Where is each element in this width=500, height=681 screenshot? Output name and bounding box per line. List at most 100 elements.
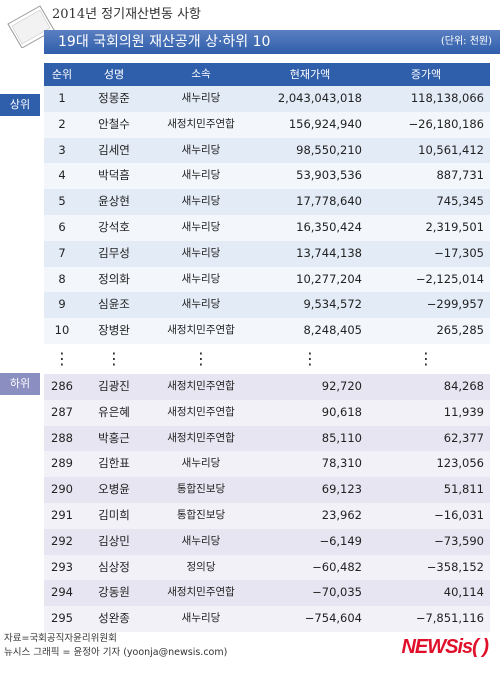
cell-change: 62,377 (443, 430, 484, 445)
cell-change: 51,811 (443, 482, 484, 497)
cell-change: 84,268 (443, 378, 484, 393)
cell-name: 김광진 (98, 378, 130, 393)
table-row: 295 성완종 새누리당 −754,604 −7,851,116 (44, 606, 490, 632)
cell-change: −2,125,014 (415, 271, 484, 286)
table-row: 6 강석호 새누리당 16,350,424 2,319,501 (44, 214, 490, 241)
cell-change: 11,939 (443, 404, 484, 419)
cell-name: 김세연 (98, 142, 130, 157)
table-header: 순위 성명 소속 현재가액 증가액 (44, 63, 490, 86)
cell-rank: 294 (51, 585, 73, 600)
source-note: 자료=국회공직자윤리위원회 (4, 633, 117, 644)
cell-change: −358,152 (426, 559, 484, 574)
cell-party: 새정치민주연합 (167, 117, 235, 130)
cell-change: −7,851,116 (415, 611, 484, 626)
cell-change: 118,138,066 (410, 91, 484, 105)
ellipsis-mark: ⋮ (302, 348, 318, 368)
cell-rank: 293 (51, 559, 73, 574)
cell-rank: 1 (58, 91, 66, 105)
upper-section-badge: 상위 (0, 94, 40, 116)
cell-name: 심상정 (98, 559, 130, 574)
cell-change: −299,957 (426, 297, 484, 312)
cell-asset: 53,903,536 (296, 168, 362, 183)
column-header-name: 성명 (103, 68, 125, 81)
table-row: 1 정몽준 새누리당 2,043,043,018 118,138,066 (44, 86, 490, 112)
cell-change: −16,031 (434, 507, 484, 522)
cell-asset: 78,310 (321, 456, 362, 471)
cell-asset: 23,962 (321, 507, 362, 522)
credit-note: 뉴시스 그래픽 = 윤정아 기자 (yoonja@newsis.com) (4, 647, 228, 658)
table-row: 291 김미희 통합진보당 23,962 −16,031 (44, 502, 490, 529)
cell-name: 성완종 (98, 611, 130, 626)
table-row: 9 심윤조 새누리당 9,534,572 −299,957 (44, 292, 490, 319)
cell-party: 새정치민주연합 (167, 379, 235, 392)
cell-party: 새정치민주연합 (167, 324, 235, 337)
cell-name: 오병윤 (98, 482, 130, 497)
cell-rank: 289 (51, 456, 73, 471)
cell-party: 새누리당 (181, 612, 221, 625)
cell-rank: 295 (51, 611, 73, 626)
subtitle: 2014년 정기재산변동 사항 (52, 7, 201, 22)
ellipsis-row: ⋮ ⋮ ⋮ ⋮ ⋮ (44, 344, 490, 374)
cell-rank: 290 (51, 482, 73, 497)
cell-asset: −70,035 (312, 585, 362, 600)
table-row: 8 정의화 새누리당 10,277,204 −2,125,014 (44, 266, 490, 293)
cell-asset: 69,123 (321, 482, 362, 497)
cell-name: 정몽준 (98, 91, 130, 105)
cell-party: 새정치민주연합 (167, 431, 235, 444)
table-row: 290 오병윤 통합진보당 69,123 51,811 (44, 477, 490, 503)
cell-change: −73,590 (434, 533, 484, 548)
cell-name: 장병완 (98, 323, 130, 338)
upper-rows: 1 정몽준 새누리당 2,043,043,018 118,138,066 2 안철수 새정치민… (44, 86, 490, 344)
cell-asset: 8,248,405 (303, 323, 362, 338)
cell-name: 김미희 (98, 507, 130, 522)
cell-name: 김한표 (98, 456, 130, 471)
column-header-asset: 현재가액 (289, 68, 331, 81)
cell-party: 새누리당 (181, 92, 221, 104)
cell-name: 강석호 (98, 219, 130, 234)
newsis-logo: NEWSis( ) (401, 636, 489, 658)
cell-change: 2,319,501 (425, 219, 484, 234)
cell-rank: 4 (58, 168, 66, 183)
cell-asset: 17,778,640 (296, 194, 362, 209)
ellipsis-mark: ⋮ (418, 348, 434, 368)
cell-party: 통합진보당 (176, 508, 226, 521)
cell-rank: 9 (58, 297, 66, 312)
cell-rank: 7 (58, 245, 66, 260)
cell-name: 심윤조 (98, 297, 130, 312)
cell-change: 265,285 (436, 323, 484, 338)
cell-name: 안철수 (98, 116, 130, 131)
table-row: 287 유은혜 새정치민주연합 90,618 11,939 (44, 399, 490, 426)
table-row: 10 장병완 새정치민주연합 8,248,405 265,285 (44, 318, 490, 344)
column-header-party: 소속 (191, 68, 211, 80)
asset-table: 순위 성명 소속 현재가액 증가액 1 정몽준 새누리당 2,043,043,018 1… (44, 63, 490, 632)
cell-asset: −6,149 (319, 533, 362, 548)
cell-party: 통합진보당 (176, 483, 226, 496)
cell-change: −26,180,186 (408, 116, 484, 131)
table-row: 286 김광진 새정치민주연합 92,720 84,268 (44, 373, 490, 400)
cell-change: 745,345 (436, 194, 484, 209)
lower-section-badge: 하위 (0, 373, 40, 395)
cell-name: 정의화 (98, 271, 130, 286)
cell-rank: 288 (51, 430, 73, 445)
cell-asset: 9,534,572 (303, 297, 362, 312)
cell-asset: −754,604 (304, 611, 362, 626)
cell-asset: 2,043,043,018 (277, 91, 362, 105)
column-header-rank: 순위 (51, 68, 73, 81)
cell-change: 40,114 (443, 585, 484, 600)
cell-rank: 5 (58, 194, 66, 209)
cell-asset: 85,110 (321, 430, 362, 445)
cell-party: 새누리당 (181, 298, 221, 311)
table-row: 7 김무성 새누리당 13,744,138 −17,305 (44, 240, 490, 267)
cell-rank: 10 (54, 323, 70, 338)
header-banner: 2014년 정기재산변동 사항 19대 국회의원 재산공개 상·하위 10 (단… (0, 0, 500, 60)
cell-asset: 13,744,138 (296, 245, 362, 260)
cell-rank: 2 (58, 116, 66, 131)
table-row: 288 박홍근 새정치민주연합 85,110 62,377 (44, 425, 490, 452)
cell-rank: 287 (51, 404, 73, 419)
unit-label: (단위: 천원) (440, 36, 492, 47)
cell-party: 새누리당 (181, 220, 221, 233)
page-title: 19대 국회의원 재산공개 상·하위 10 (58, 34, 271, 50)
document-icon (7, 5, 55, 48)
table-row: 2 안철수 새정치민주연합 156,924,940 −26,180,186 (44, 111, 490, 138)
cell-asset: 16,350,424 (296, 219, 362, 234)
